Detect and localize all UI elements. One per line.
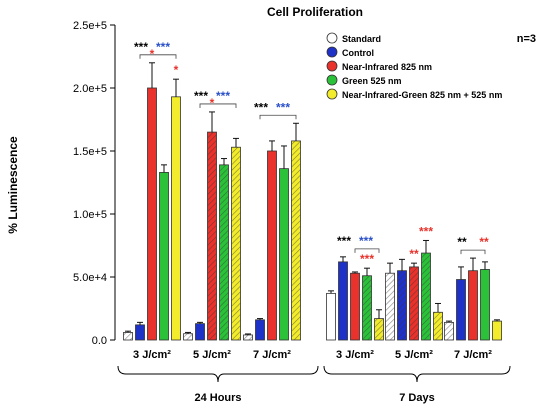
y-axis-label: % Luminescence bbox=[6, 136, 20, 234]
y-tick-label: 5.0e+4 bbox=[73, 272, 107, 284]
y-tick-label: 2.5e+5 bbox=[73, 20, 107, 32]
bar bbox=[492, 320, 502, 341]
legend-label: Near-Infrared-Green 825 nm + 525 nm bbox=[342, 90, 502, 100]
significance-mark: *** bbox=[276, 100, 290, 114]
bar-hatch bbox=[433, 312, 443, 340]
x-category-label: 3 J/cm² bbox=[336, 349, 374, 361]
significance-mark: *** bbox=[254, 100, 268, 114]
group-label: 7 Days bbox=[399, 392, 434, 404]
error-bars bbox=[125, 62, 500, 335]
group-brace bbox=[117, 365, 319, 383]
bar bbox=[326, 292, 336, 341]
x-category-label: 3 J/cm² bbox=[133, 349, 171, 361]
x-axis: 3 J/cm² 5 J/cm² 7 J/cm² 3 J/cm² 5 J/cm² 7 J/c… bbox=[117, 349, 511, 404]
bar bbox=[279, 168, 289, 341]
y-axis: 0.0 5.0e+4 1.0e+5 1.5e+5 2.0e+5 2.5e+5 bbox=[73, 20, 116, 347]
bar bbox=[195, 323, 205, 341]
bars bbox=[123, 87, 502, 341]
legend-marker bbox=[326, 74, 338, 86]
significance-mark: *** bbox=[134, 40, 148, 54]
significance-mark: ** bbox=[479, 235, 489, 249]
bar bbox=[135, 324, 145, 341]
bar-hatch bbox=[291, 140, 301, 340]
bar-hatch bbox=[444, 322, 454, 340]
bar bbox=[468, 270, 478, 341]
significance-markers: *** ******** **** *** ****** ****** ******* ** bbox=[134, 40, 489, 266]
bar-hatch bbox=[421, 253, 431, 340]
sample-size-annotation: n=3 bbox=[517, 33, 536, 45]
bar bbox=[267, 150, 277, 341]
significance-mark: * bbox=[210, 96, 215, 110]
legend: Standard Control Near-Infrared 825 nm Green… bbox=[326, 32, 502, 100]
significance-mark: ** bbox=[409, 247, 419, 261]
y-tick-label: 2.0e+5 bbox=[73, 83, 107, 95]
bar bbox=[255, 319, 265, 341]
bar-hatch bbox=[219, 164, 229, 340]
bar-hatch bbox=[409, 266, 419, 340]
x-category-label: 7 J/cm² bbox=[253, 349, 291, 361]
significance-mark: *** bbox=[419, 224, 433, 238]
bar-hatch bbox=[374, 318, 384, 340]
bar bbox=[350, 272, 360, 341]
legend-marker bbox=[326, 46, 338, 58]
bar bbox=[338, 261, 348, 341]
chart-title: Cell Proliferation bbox=[267, 5, 363, 19]
bar bbox=[456, 279, 466, 341]
bar bbox=[147, 87, 157, 341]
bar-hatch bbox=[207, 132, 217, 340]
bar bbox=[480, 269, 490, 341]
legend-marker bbox=[326, 32, 338, 44]
bar-hatch bbox=[385, 273, 395, 340]
legend-marker bbox=[326, 60, 338, 72]
bar bbox=[159, 172, 169, 341]
significance-mark: *** bbox=[360, 252, 374, 266]
significance-mark: *** bbox=[216, 89, 230, 103]
significance-mark: *** bbox=[359, 234, 373, 248]
bar bbox=[171, 96, 181, 341]
bar-hatch bbox=[123, 332, 133, 340]
group-label: 24 Hours bbox=[194, 392, 241, 404]
bar-hatch bbox=[183, 333, 193, 340]
y-tick-label: 1.0e+5 bbox=[73, 209, 107, 221]
significance-mark: *** bbox=[194, 89, 208, 103]
bar-hatch bbox=[231, 147, 241, 340]
legend-label: Control bbox=[342, 48, 374, 58]
x-category-label: 7 J/cm² bbox=[454, 349, 492, 361]
significance-mark: ** bbox=[457, 235, 467, 249]
bar-hatch bbox=[397, 270, 407, 340]
significance-mark: *** bbox=[337, 234, 351, 248]
significance-mark: * bbox=[150, 47, 155, 61]
significance-mark: * bbox=[174, 63, 179, 77]
group-brace bbox=[323, 365, 511, 383]
significance-bracket bbox=[354, 248, 380, 253]
legend-label: Green 525 nm bbox=[342, 76, 402, 86]
bar-hatch bbox=[362, 275, 372, 340]
significance-bracket bbox=[460, 249, 486, 255]
y-tick-label: 1.5e+5 bbox=[73, 146, 107, 158]
significance-bracket bbox=[139, 54, 177, 59]
y-tick-label: 0.0 bbox=[92, 335, 107, 347]
legend-label: Near-Infrared 825 nm bbox=[342, 62, 432, 72]
x-category-label: 5 J/cm² bbox=[193, 349, 231, 361]
significance-bracket bbox=[259, 114, 297, 120]
significance-mark: *** bbox=[156, 40, 170, 54]
x-category-label: 5 J/cm² bbox=[395, 349, 433, 361]
significance-bracket bbox=[199, 103, 237, 108]
legend-marker bbox=[326, 88, 338, 100]
bar-hatch bbox=[243, 334, 253, 340]
legend-label: Standard bbox=[342, 34, 381, 44]
